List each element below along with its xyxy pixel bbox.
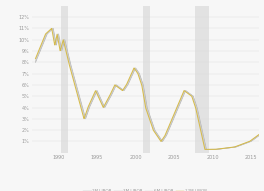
- Bar: [60, 6, 68, 153]
- Legend: 1M LIBOR, 3M LIBOR, 6M LIBOR, 12M LIBOR: 1M LIBOR, 3M LIBOR, 6M LIBOR, 12M LIBOR: [82, 188, 209, 191]
- Bar: [195, 6, 209, 153]
- Bar: [143, 6, 150, 153]
